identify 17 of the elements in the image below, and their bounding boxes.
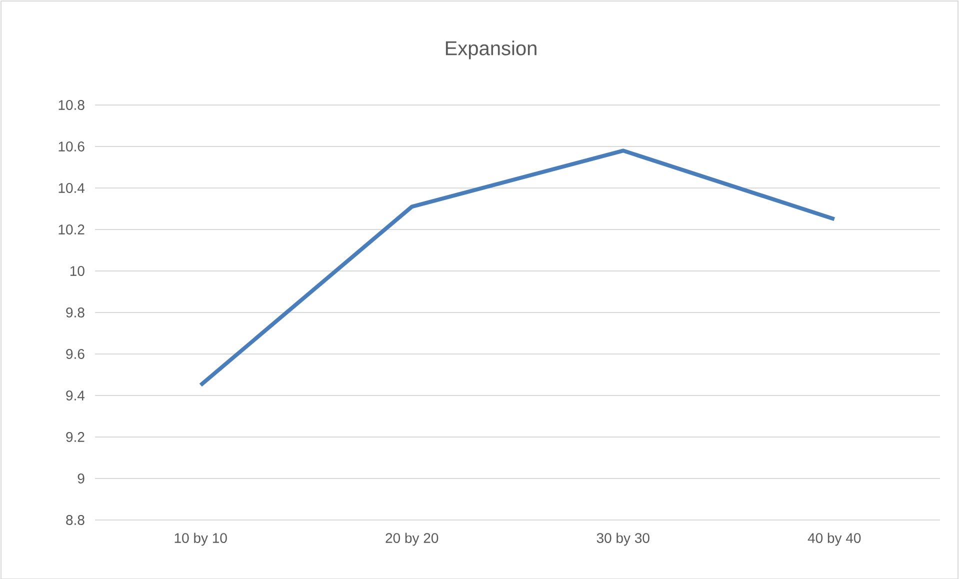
y-tick-label: 10 xyxy=(70,266,84,276)
y-tick-label: 10.6 xyxy=(58,142,84,152)
x-tick-label: 20 by 20 xyxy=(386,532,438,546)
chart-title: Expansion xyxy=(446,40,536,60)
y-tick-label: 10.4 xyxy=(58,183,85,193)
y-tick-label: 10.8 xyxy=(58,100,84,110)
y-tick-label: 9.6 xyxy=(66,349,84,359)
x-tick-label: 30 by 30 xyxy=(596,532,650,546)
y-tick-label: 10.2 xyxy=(58,224,84,234)
y-tick-label: 9 xyxy=(78,474,84,484)
y-tick-label: 9.4 xyxy=(66,390,85,400)
y-tick-label: 9.2 xyxy=(66,432,84,442)
x-tick-label: 40 by 40 xyxy=(808,532,861,546)
y-tick-label: 8.8 xyxy=(66,515,84,525)
x-tick-label: 10 by 10 xyxy=(174,532,227,546)
y-tick-label: 9.8 xyxy=(66,308,84,318)
line-series xyxy=(198,148,836,388)
